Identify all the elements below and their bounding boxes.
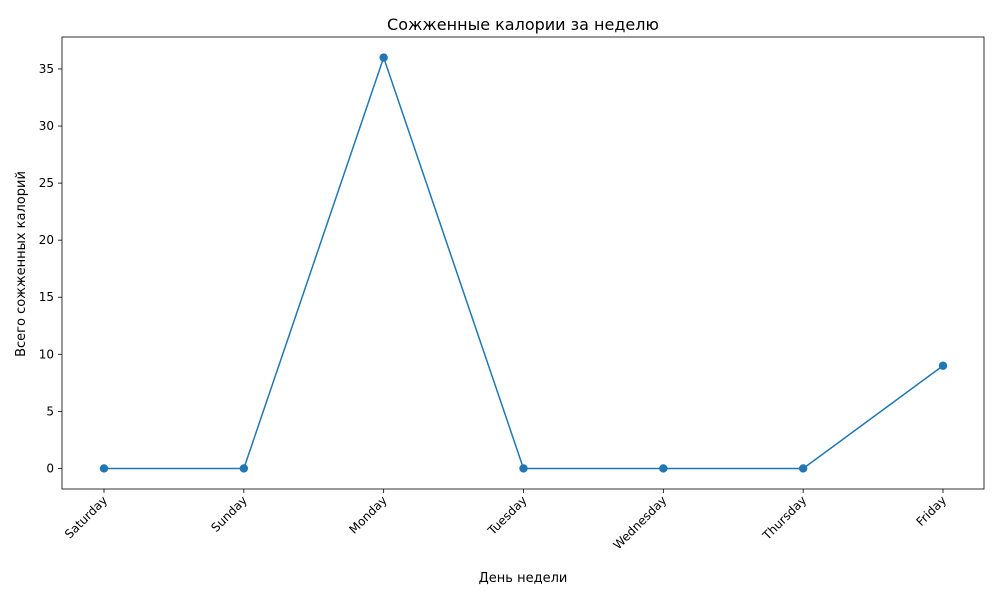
y-tick-label: 30 xyxy=(39,119,54,133)
y-tick-label: 20 xyxy=(39,233,54,247)
data-point xyxy=(938,361,948,370)
y-tick-label: 0 xyxy=(46,461,54,475)
x-tick-label: Thursday xyxy=(759,493,809,543)
series-line xyxy=(104,55,944,470)
x-tick-label: Friday xyxy=(914,493,950,529)
x-tick-label: Tuesday xyxy=(484,493,529,538)
y-tick-label: 25 xyxy=(39,176,54,190)
y-tick-label: 10 xyxy=(39,347,54,361)
chart-title: Сожженные калории за неделю xyxy=(387,15,659,34)
data-point xyxy=(659,464,668,473)
data-point xyxy=(798,464,808,473)
y-tick-label: 35 xyxy=(39,62,54,76)
x-tick-label: Saturday xyxy=(62,493,110,541)
y-tick-label: 5 xyxy=(46,404,54,418)
plot-frame xyxy=(61,36,985,490)
y-axis-label: Всего сожженных калорий xyxy=(14,171,29,357)
x-tick-label: Monday xyxy=(346,493,389,536)
x-tick-label: Wednesday xyxy=(610,493,669,552)
data-point xyxy=(99,464,109,473)
data-point xyxy=(519,464,528,473)
x-axis-label: День недели xyxy=(479,571,568,586)
plot-area: 0 5 10 15 20 25 30 35 Saturday Sunday Monday Tuesda… xyxy=(39,36,985,552)
data-point xyxy=(239,464,249,473)
y-tick-label: 15 xyxy=(39,290,54,304)
x-tick-label: Sunday xyxy=(208,493,250,535)
data-point xyxy=(379,53,388,62)
